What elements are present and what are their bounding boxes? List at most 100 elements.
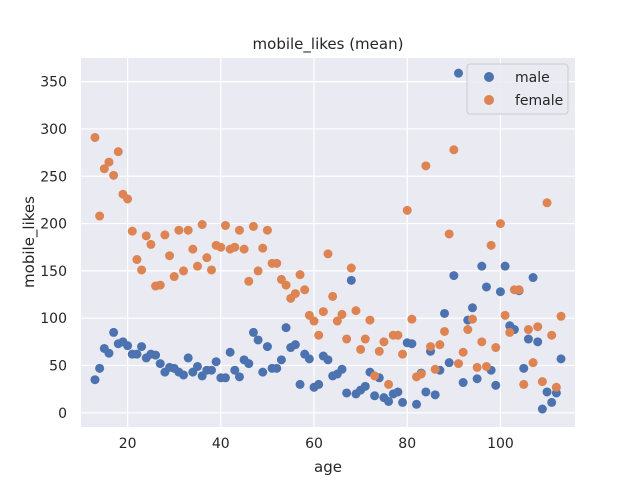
data-point-female xyxy=(300,285,310,295)
data-point-female xyxy=(458,347,468,357)
data-point-male xyxy=(495,287,505,297)
data-point-male xyxy=(244,359,254,369)
data-point-female xyxy=(281,280,291,290)
y-tick-label: 150 xyxy=(40,264,67,280)
y-tick-label: 0 xyxy=(58,406,67,422)
y-tick-label: 50 xyxy=(49,359,67,375)
data-point-female xyxy=(384,379,394,389)
data-point-female xyxy=(537,377,547,387)
data-point-female xyxy=(197,220,207,230)
data-point-female xyxy=(230,242,240,252)
data-point-male xyxy=(533,337,543,347)
data-point-male xyxy=(304,354,314,364)
data-point-male xyxy=(472,374,482,384)
x-tick-label: 80 xyxy=(398,436,416,452)
data-point-female xyxy=(467,314,477,324)
data-point-male xyxy=(323,355,333,365)
data-point-female xyxy=(356,344,366,354)
data-point-male xyxy=(95,363,105,373)
data-point-male xyxy=(295,379,305,389)
data-point-female xyxy=(472,362,482,372)
data-point-female xyxy=(323,249,333,259)
data-point-female xyxy=(556,311,566,321)
data-point-female xyxy=(402,205,412,215)
data-point-male xyxy=(384,396,394,406)
data-point-male xyxy=(412,399,422,409)
data-point-male xyxy=(542,387,552,397)
data-point-male xyxy=(500,261,510,271)
data-point-male xyxy=(337,364,347,374)
data-point-male xyxy=(230,365,240,375)
data-point-male xyxy=(449,271,459,281)
chart-title: mobile_likes (mean) xyxy=(253,35,404,54)
data-point-male xyxy=(537,404,547,414)
data-point-male xyxy=(248,327,258,337)
data-point-male xyxy=(398,397,408,407)
data-point-female xyxy=(258,243,268,253)
data-point-female xyxy=(262,225,272,235)
data-point-male xyxy=(370,391,380,401)
data-point-female xyxy=(351,306,361,316)
data-point-female xyxy=(309,316,319,326)
data-point-female xyxy=(216,242,226,252)
x-tick-labels: 20 40 60 80 100 xyxy=(119,436,514,452)
data-point-female xyxy=(179,266,189,276)
data-point-female xyxy=(528,358,538,368)
data-point-male xyxy=(444,358,454,368)
data-point-female xyxy=(440,326,450,336)
legend-label-female: female xyxy=(515,93,563,109)
y-tick-label: 200 xyxy=(40,217,67,233)
data-point-male xyxy=(272,363,282,373)
data-point-female xyxy=(127,226,137,236)
data-point-female xyxy=(491,343,501,353)
data-point-female xyxy=(328,291,338,301)
data-point-male xyxy=(519,363,529,373)
data-point-female xyxy=(519,379,529,389)
data-point-female xyxy=(374,346,384,356)
grid-lines xyxy=(81,58,575,427)
data-point-female xyxy=(146,239,156,249)
data-point-male xyxy=(393,387,403,397)
y-tick-label: 250 xyxy=(40,169,67,185)
data-point-female xyxy=(547,330,557,340)
data-point-male xyxy=(206,365,216,375)
data-point-male xyxy=(491,380,501,390)
data-point-female xyxy=(332,316,342,326)
data-point-female xyxy=(430,364,440,374)
data-point-male xyxy=(453,68,463,78)
data-point-male xyxy=(314,379,324,389)
data-point-male xyxy=(276,355,286,365)
data-point-male xyxy=(179,370,189,380)
legend-marker-male xyxy=(484,72,494,82)
data-point-female xyxy=(244,276,254,286)
data-point-female xyxy=(346,263,356,273)
series-female xyxy=(90,132,566,392)
data-point-male xyxy=(132,349,142,359)
data-point-male xyxy=(90,375,100,385)
data-point-male xyxy=(481,282,491,292)
data-point-female xyxy=(160,230,170,240)
data-point-female xyxy=(137,265,147,275)
data-point-female xyxy=(295,270,305,280)
data-point-female xyxy=(533,322,543,332)
data-point-female xyxy=(90,132,100,142)
data-point-male xyxy=(430,390,440,400)
legend-label-male: male xyxy=(515,70,550,86)
data-point-male xyxy=(151,350,161,360)
data-point-male xyxy=(123,341,133,351)
data-point-female xyxy=(360,334,370,344)
data-point-male xyxy=(523,334,533,344)
x-tick-label: 100 xyxy=(487,436,514,452)
data-point-male xyxy=(193,361,203,371)
data-point-female xyxy=(477,337,487,347)
data-point-male xyxy=(467,303,477,313)
data-point-female xyxy=(370,371,380,381)
x-tick-label: 60 xyxy=(305,436,323,452)
data-point-male xyxy=(211,357,221,367)
data-point-male xyxy=(183,353,193,363)
data-point-female xyxy=(206,265,216,275)
data-point-female xyxy=(104,157,114,167)
data-point-male xyxy=(262,342,272,352)
